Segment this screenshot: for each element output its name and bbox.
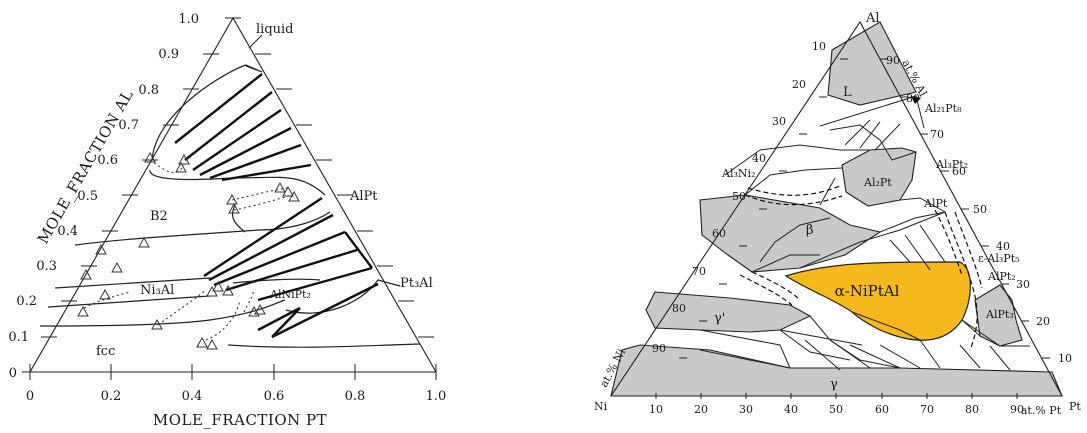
y-tick-label: 0.2 (16, 294, 37, 309)
y-tick-label: 0.3 (36, 259, 57, 274)
left-edge-tick-label: 40 (752, 152, 766, 165)
right-edge-tick-label: 30 (1016, 278, 1030, 291)
corner-label-pt: Pt (1069, 400, 1081, 413)
left-x-axis-title: MOLE_FRACTION PT (153, 411, 327, 429)
left-edge-tick-label: 90 (652, 342, 666, 355)
x-tick-label: 0 (26, 389, 34, 404)
right-phase-boundaries (699, 95, 1030, 371)
phase-label-ni3al: Ni₃Al (140, 283, 174, 298)
right-edge-tick-label: 10 (1058, 352, 1072, 365)
bottom-edge-tick-label: 80 (965, 403, 979, 416)
phase-label-l: L (843, 85, 852, 100)
phase-label-pt3al: Pt₃Al (400, 276, 433, 291)
bottom-edge-tick-label: 60 (875, 403, 889, 416)
phase-label-alpha-niptal: α-NiPtAl (835, 282, 900, 300)
phase-label-al3pt2: Al₃Pt₂ (935, 158, 968, 171)
al21pt8-arrow-icon (911, 96, 921, 104)
bottom-edge-tick-label: 20 (694, 403, 708, 416)
phase-label-liquid: liquid (256, 22, 294, 37)
phase-label-alpt3: AlPt₃ (985, 308, 1014, 321)
left-phase-boundaries (39, 64, 421, 348)
right-edge-tick-label: 40 (996, 240, 1010, 253)
right-edge-tick-marks (255, 53, 434, 338)
right-edge-tick-label: 20 (1036, 315, 1050, 328)
y-tick-label: 0.6 (97, 153, 118, 168)
right-edge-tick-label: 90 (886, 54, 900, 67)
phase-label-alpt: AlPt (923, 197, 948, 210)
left-dotted-tie-lines (83, 159, 293, 341)
phase-label-al3ni2: Al₃Ni₂ (721, 167, 755, 180)
bottom-edge-tick-label: 10 (649, 403, 663, 416)
right-bottom-tick-labels: 10 20 30 40 50 60 70 80 90 (649, 403, 1024, 416)
phase-label-gamma: γ (830, 377, 838, 392)
region-al2pt (841, 147, 917, 207)
y-tick-label: 0.5 (77, 189, 98, 204)
right-edge-tick-label: 50 (973, 203, 987, 216)
left-edge-tick-label: 10 (812, 40, 826, 53)
corner-label-ni: Ni (594, 400, 608, 413)
y-tick-label: 0.4 (57, 224, 78, 239)
x-tick-label: 0.6 (264, 389, 285, 404)
y-tick-label: 0.1 (8, 330, 29, 345)
left-y-tick-marks (22, 17, 241, 373)
left-y-axis-title: MOLE_FRACTION AL (34, 86, 137, 247)
right-ternary-diagram: 10 20 30 40 50 60 70 80 90 90 80 70 60 5… (594, 11, 1081, 417)
left-ternary-diagram: 1.0 0.9 0.8 0.7 0.6 0.5 0.4 0.3 0.2 0.1 … (8, 12, 446, 429)
x-tick-label: 0.2 (101, 389, 122, 404)
x-tick-label: 1.0 (426, 389, 447, 404)
phase-label-alpt2: AlPt₂ (987, 270, 1016, 283)
bottom-edge-tick-label: 30 (739, 403, 753, 416)
phase-label-alnipt2: AlNiPt₂ (269, 288, 311, 301)
left-edge-tick-label: 80 (672, 302, 686, 315)
right-bottom-edge-ticks (655, 393, 1018, 399)
region-gamma-prime (645, 291, 812, 333)
x-tick-label: 0.4 (182, 389, 203, 404)
right-dashed-boundaries (739, 185, 983, 351)
liquid-leader-line (248, 34, 263, 49)
y-tick-label: 1.0 (178, 12, 199, 27)
corner-label-al: Al (865, 11, 880, 26)
right-left-tick-labels: 10 20 30 40 50 60 70 80 90 (652, 40, 826, 355)
y-tick-label: 0 (9, 366, 17, 381)
phase-label-alpt: AlPt (349, 189, 378, 204)
bottom-edge-tick-label: 40 (784, 403, 798, 416)
phase-label-gamma-prime: γ' (714, 311, 725, 326)
phase-label-beta: β (806, 223, 814, 238)
left-edge-tick-label: 70 (692, 265, 706, 278)
axis-title-pt: at.% Pt (1021, 404, 1062, 417)
right-edge-tick-label: 60 (952, 165, 966, 178)
region-alpha-niptal (784, 261, 971, 341)
left-tie-lines (174, 73, 379, 339)
phase-label-fcc: fcc (96, 344, 115, 359)
y-tick-label: 0.7 (118, 118, 139, 133)
left-edge-tick-label: 20 (792, 78, 806, 91)
bottom-edge-tick-label: 90 (1010, 403, 1024, 416)
right-left-edge-ticks (679, 58, 848, 359)
phase-label-b2: B2 (150, 209, 168, 224)
right-edge-tick-label: 70 (930, 128, 944, 141)
phase-label-al2pt: Al₂Pt (863, 176, 892, 189)
phase-label-al3pt5: ε-Al₃Pt₅ (978, 252, 1020, 265)
left-edge-tick-label: 60 (712, 227, 726, 240)
y-tick-label: 0.8 (138, 83, 159, 98)
left-edge-tick-label: 50 (732, 190, 746, 203)
region-beta (699, 194, 882, 273)
left-data-markers (77, 151, 300, 350)
left-y-tick-labels: 1.0 0.9 0.8 0.7 0.6 0.5 0.4 0.3 0.2 0.1 … (8, 12, 199, 381)
bottom-edge-tick-label: 70 (920, 403, 934, 416)
left-x-tick-labels: 0 0.2 0.4 0.6 0.8 1.0 (26, 389, 446, 404)
x-tick-label: 0.8 (345, 389, 366, 404)
right-right-tick-labels: 90 80 70 60 50 40 30 20 10 (886, 54, 1072, 365)
left-x-tick-marks (29, 364, 437, 380)
left-edge-tick-label: 30 (772, 115, 786, 128)
bottom-edge-tick-label: 50 (829, 403, 843, 416)
right-right-edge-ticks (880, 58, 1050, 359)
phase-label-al21pt8: Al₂₁Pt₈ (924, 102, 962, 115)
y-tick-label: 0.9 (158, 47, 179, 62)
